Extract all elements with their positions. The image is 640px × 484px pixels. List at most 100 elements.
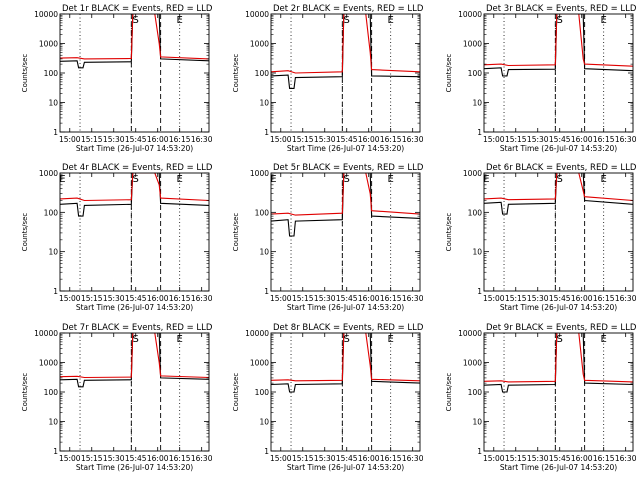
x-axis-label: Start Time (26-Jul-07 14:53:20) <box>76 463 193 472</box>
x-tick-label: 16:15 <box>380 294 402 303</box>
x-axis-label: Start Time (26-Jul-07 14:53:20) <box>287 144 404 153</box>
y-axis-label: Counts/sec <box>445 54 453 93</box>
marker-label: S <box>557 15 563 26</box>
plot-frame <box>59 332 210 452</box>
x-tick-label: 15:15 <box>292 454 314 463</box>
series-lld <box>60 14 209 60</box>
y-tick-label: 1000 <box>250 169 269 178</box>
x-tick-label: 16:30 <box>615 454 637 463</box>
x-tick-label: 16:30 <box>402 135 424 144</box>
marker-label: E <box>177 15 183 26</box>
y-tick-label: 100 <box>44 69 59 78</box>
x-tick-label: 16:00 <box>571 294 593 303</box>
y-axis-label: Counts/sec <box>232 54 240 93</box>
marker-label: E <box>601 15 607 26</box>
x-tick-label: 16:15 <box>593 454 615 463</box>
x-tick-label: 16:15 <box>169 135 191 144</box>
x-tick-label: 15:30 <box>314 135 336 144</box>
series-lld <box>271 333 420 382</box>
y-tick-label: 10000 <box>34 329 58 338</box>
x-tick-label: 15:45 <box>549 454 571 463</box>
y-tick-label: 1000 <box>463 40 482 49</box>
x-tick-label: 16:00 <box>571 454 593 463</box>
x-tick-label: 15:45 <box>336 294 358 303</box>
y-tick-label: 1 <box>53 447 58 456</box>
x-axis-label: Start Time (26-Jul-07 14:53:20) <box>500 303 617 312</box>
x-tick-label: 16:00 <box>147 454 169 463</box>
x-tick-label: 15:15 <box>81 454 103 463</box>
series-events <box>484 14 633 77</box>
x-tick-label: 16:30 <box>191 454 213 463</box>
y-tick-label: 1 <box>264 287 269 296</box>
x-tick-label: 15:00 <box>59 454 81 463</box>
series-events <box>271 173 420 237</box>
y-tick-label: 100 <box>44 208 59 217</box>
marker-label: S <box>344 15 350 26</box>
x-tick-label: 16:00 <box>358 294 380 303</box>
y-tick-label: 1 <box>477 128 482 137</box>
y-tick-label: 100 <box>468 388 483 397</box>
x-tick-label: 15:45 <box>336 135 358 144</box>
y-tick-label: 10 <box>472 418 482 427</box>
panel-title: Det 1r BLACK = Events, RED = LLD <box>62 4 213 14</box>
x-tick-label: 15:00 <box>483 135 505 144</box>
panel-title: Det 4r BLACK = Events, RED = LLD <box>62 163 213 173</box>
x-tick-label: 15:45 <box>549 135 571 144</box>
marker-label: S <box>344 174 350 185</box>
x-tick-label: 16:00 <box>147 294 169 303</box>
x-tick-label: 16:30 <box>615 135 637 144</box>
x-tick-label: 16:15 <box>380 135 402 144</box>
detector-panel-8: Det 8r BLACK = Events, RED = LLD 1 10 100 10… <box>232 323 424 472</box>
x-tick-label: 15:45 <box>125 294 147 303</box>
y-tick-label: 10 <box>48 418 58 427</box>
panel-title: Det 6r BLACK = Events, RED = LLD <box>486 163 637 173</box>
x-tick-label: 15:15 <box>505 294 527 303</box>
x-axis-label: Start Time (26-Jul-07 14:53:20) <box>76 303 193 312</box>
y-tick-label: 10 <box>259 418 269 427</box>
marker-label: S <box>557 334 563 345</box>
y-axis-label: Counts/sec <box>21 54 29 93</box>
marker-label: S <box>133 15 139 26</box>
y-axis-label: Counts/sec <box>445 373 453 412</box>
series-lld <box>60 173 209 202</box>
panel-title: Det 5r BLACK = Events, RED = LLD <box>273 163 424 173</box>
y-tick-label: 10 <box>259 99 269 108</box>
x-tick-label: 15:30 <box>103 294 125 303</box>
x-tick-label: 16:15 <box>169 454 191 463</box>
x-tick-label: 15:30 <box>314 454 336 463</box>
x-tick-label: 16:00 <box>358 454 380 463</box>
series-lld <box>271 173 420 216</box>
x-tick-label: 15:15 <box>505 454 527 463</box>
x-axis-label: Start Time (26-Jul-07 14:53:20) <box>500 463 617 472</box>
marker-label: S <box>133 334 139 345</box>
series-lld <box>271 14 420 74</box>
panel-title: Det 8r BLACK = Events, RED = LLD <box>273 323 424 333</box>
x-tick-label: 15:00 <box>270 135 292 144</box>
marker-label: E <box>177 174 183 185</box>
x-tick-label: 15:30 <box>527 294 549 303</box>
x-tick-label: 16:00 <box>147 135 169 144</box>
y-tick-label: 100 <box>468 208 483 217</box>
panel-title: Det 3r BLACK = Events, RED = LLD <box>486 4 637 14</box>
y-axis-label: Counts/sec <box>21 213 29 252</box>
y-tick-label: 1 <box>53 287 58 296</box>
x-tick-label: 16:30 <box>402 454 424 463</box>
series-events <box>484 333 633 393</box>
x-tick-label: 15:00 <box>59 135 81 144</box>
y-tick-label: 1 <box>477 287 482 296</box>
plot-frame <box>59 13 210 133</box>
marker-label: E <box>601 174 607 185</box>
marker-label: S <box>557 174 563 185</box>
x-tick-label: 15:30 <box>527 454 549 463</box>
y-tick-label: 10000 <box>245 10 269 19</box>
detector-panel-7: Det 7r BLACK = Events, RED = LLD 1 10 100 10… <box>21 323 213 472</box>
x-tick-label: 15:00 <box>270 454 292 463</box>
series-lld <box>60 333 209 379</box>
y-tick-label: 1 <box>477 447 482 456</box>
panel-title: Det 7r BLACK = Events, RED = LLD <box>62 323 213 333</box>
x-axis-label: Start Time (26-Jul-07 14:53:20) <box>500 144 617 153</box>
x-tick-label: 15:00 <box>483 294 505 303</box>
y-tick-label: 100 <box>468 69 483 78</box>
series-events <box>271 14 420 89</box>
detector-panel-1: Det 1r BLACK = Events, RED = LLD 1 10 100 10… <box>21 4 213 153</box>
